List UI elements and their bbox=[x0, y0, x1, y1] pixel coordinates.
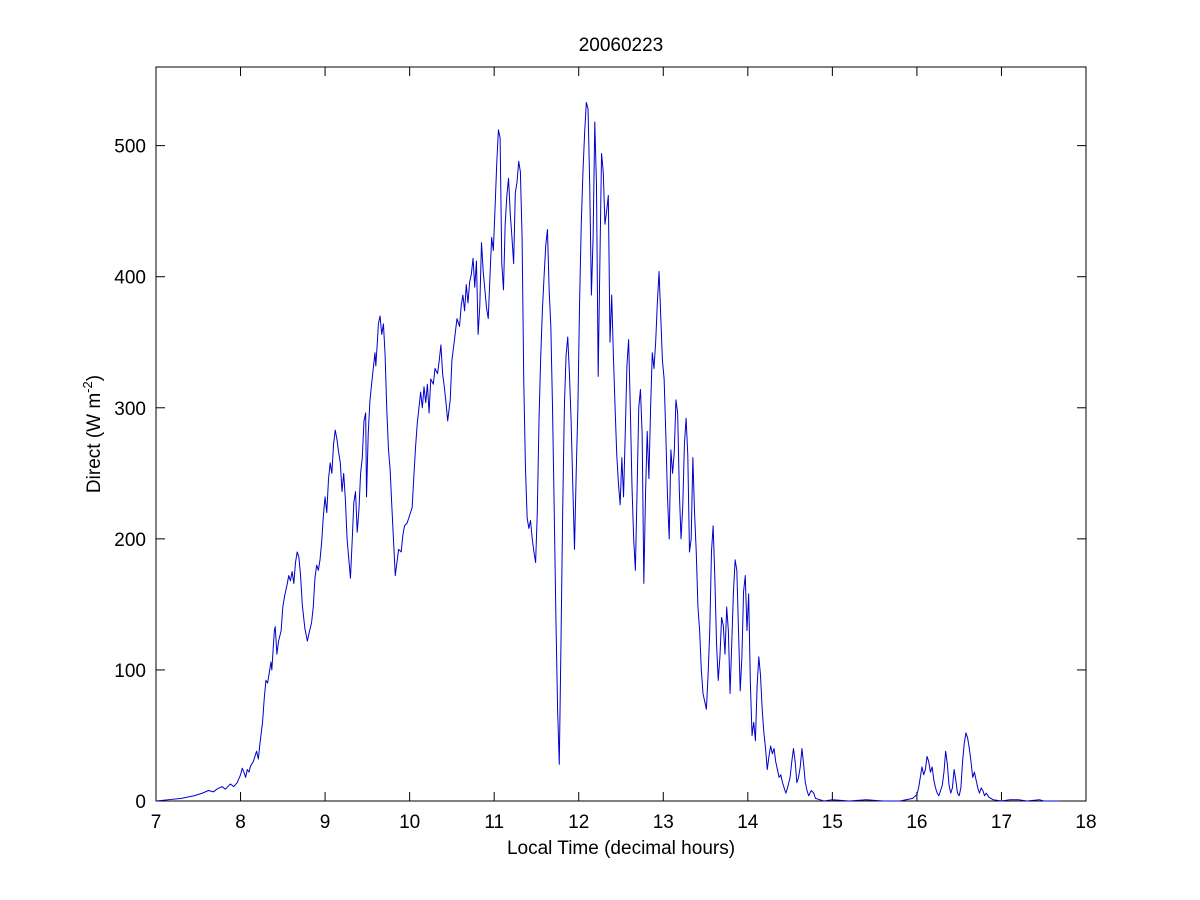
x-tick-label: 14 bbox=[737, 812, 759, 833]
chart-title: 20060223 bbox=[579, 35, 664, 56]
x-tick-label: 8 bbox=[235, 812, 246, 833]
x-tick-label: 18 bbox=[1075, 812, 1096, 833]
x-tick-label: 10 bbox=[399, 812, 420, 833]
series-line bbox=[155, 101, 1061, 802]
series-layer bbox=[155, 101, 1061, 802]
y-tick-label: 100 bbox=[114, 661, 146, 682]
x-tick-label: 7 bbox=[151, 812, 162, 833]
x-tick-label: 16 bbox=[906, 812, 927, 833]
y-tick-label: 200 bbox=[114, 530, 146, 551]
x-tick-label: 11 bbox=[484, 812, 504, 833]
x-axis: 7 8 9 10 11 12 13 14 15 16 17 18 bbox=[151, 67, 1097, 833]
y-axis-label-main: Direct (W m bbox=[84, 393, 105, 493]
y-tick-label: 300 bbox=[114, 399, 146, 420]
y-axis: 0 100 200 300 400 500 bbox=[114, 137, 1086, 813]
x-tick-label: 13 bbox=[653, 812, 674, 833]
y-tick-label: 400 bbox=[114, 268, 146, 289]
y-axis-label-close: ) bbox=[84, 375, 105, 381]
y-tick-label: 0 bbox=[135, 792, 146, 813]
y-axis-label-exponent: -2 bbox=[80, 381, 95, 393]
x-tick-label: 12 bbox=[568, 812, 589, 833]
x-tick-label: 15 bbox=[822, 812, 843, 833]
x-axis-label: Local Time (decimal hours) bbox=[507, 838, 735, 859]
y-tick-label: 500 bbox=[114, 137, 146, 158]
x-tick-label: 17 bbox=[991, 812, 1012, 833]
y-axis-label: Direct (W m-2) bbox=[80, 375, 105, 493]
x-tick-label: 9 bbox=[320, 812, 331, 833]
plot-area bbox=[155, 66, 1087, 802]
